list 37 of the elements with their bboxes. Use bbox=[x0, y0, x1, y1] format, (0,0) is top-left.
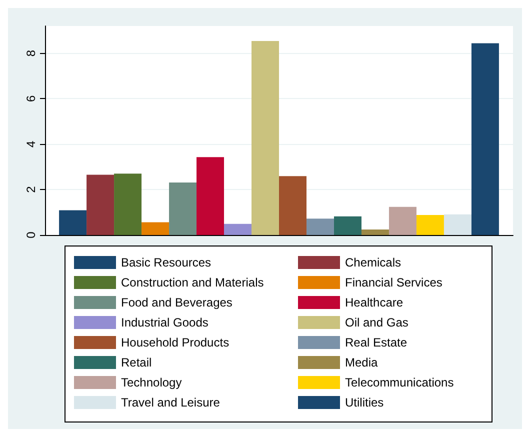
legend-label: Retail bbox=[121, 356, 152, 370]
bar bbox=[361, 230, 389, 235]
y-tick-label: 2 bbox=[24, 186, 38, 193]
legend-label: Travel and Leisure bbox=[121, 396, 220, 410]
legend-label: Food and Beverages bbox=[121, 296, 232, 310]
legend-label: Financial Services bbox=[345, 276, 442, 290]
y-tick-label: 6 bbox=[24, 95, 38, 102]
bar bbox=[471, 43, 499, 235]
bar bbox=[252, 40, 279, 235]
legend-label: Construction and Materials bbox=[121, 276, 264, 290]
bar bbox=[279, 176, 306, 235]
bar bbox=[114, 174, 142, 235]
legend-label: Technology bbox=[121, 376, 182, 390]
y-tick-label: 0 bbox=[24, 231, 38, 238]
y-tick-label: 8 bbox=[24, 50, 38, 57]
legend-label: Basic Resources bbox=[121, 256, 212, 270]
bar bbox=[196, 157, 224, 235]
legend-label: Household Products bbox=[121, 336, 230, 350]
bar bbox=[416, 215, 444, 235]
bar bbox=[142, 222, 170, 235]
bar bbox=[444, 214, 472, 235]
legend-label: Real Estate bbox=[345, 336, 408, 350]
legend-label: Industrial Goods bbox=[121, 316, 208, 330]
legend-label: Healthcare bbox=[345, 296, 404, 310]
legend-label: Telecommunications bbox=[345, 376, 454, 390]
bar bbox=[169, 182, 197, 235]
bar bbox=[224, 224, 252, 235]
legend-label: Utilities bbox=[345, 396, 384, 410]
bar bbox=[334, 216, 362, 235]
y-tick-label: 4 bbox=[24, 140, 38, 148]
bar bbox=[59, 210, 87, 235]
legend-label: Chemicals bbox=[345, 256, 402, 270]
legend-label: Media bbox=[345, 356, 378, 370]
legend-label: Oil and Gas bbox=[345, 316, 408, 330]
bar bbox=[306, 218, 334, 235]
bar bbox=[86, 174, 114, 235]
bar bbox=[388, 206, 416, 235]
